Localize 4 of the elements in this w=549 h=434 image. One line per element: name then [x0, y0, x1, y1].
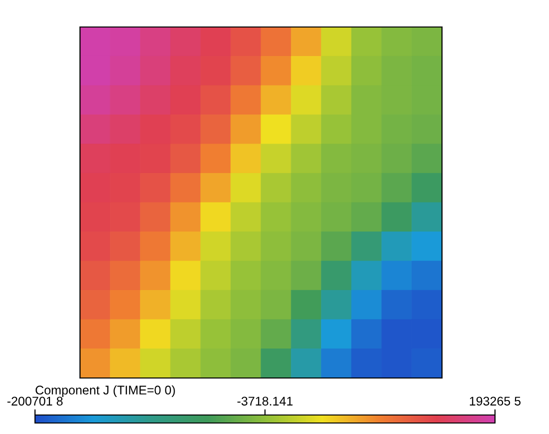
- color-bar-label: 193265 5: [470, 396, 521, 406]
- color-bar-label: -3718.141: [237, 396, 293, 406]
- color-bar-label: -200701 8: [7, 396, 63, 406]
- color-bar-title: Component J (TIME=0 0): [36, 385, 175, 397]
